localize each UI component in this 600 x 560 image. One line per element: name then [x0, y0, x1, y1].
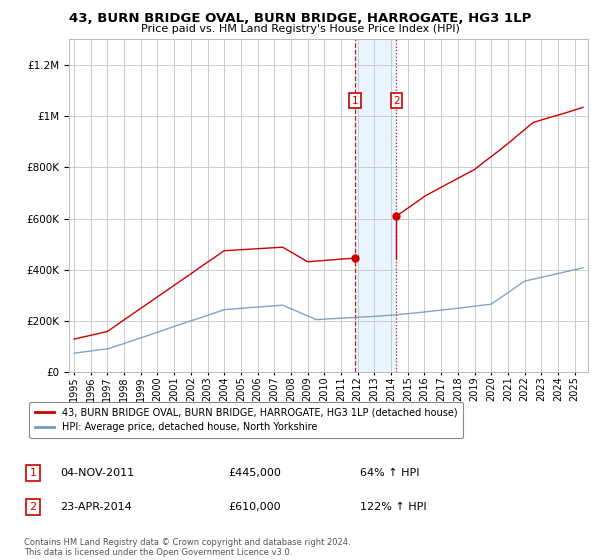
- Text: 2: 2: [393, 96, 400, 106]
- Text: Price paid vs. HM Land Registry's House Price Index (HPI): Price paid vs. HM Land Registry's House …: [140, 24, 460, 34]
- Text: 64% ↑ HPI: 64% ↑ HPI: [360, 468, 419, 478]
- Text: £445,000: £445,000: [228, 468, 281, 478]
- Text: £610,000: £610,000: [228, 502, 281, 512]
- Text: 1: 1: [29, 468, 37, 478]
- Text: 23-APR-2014: 23-APR-2014: [60, 502, 132, 512]
- Bar: [355, 39, 397, 372]
- Text: 04-NOV-2011: 04-NOV-2011: [60, 468, 134, 478]
- Legend: 43, BURN BRIDGE OVAL, BURN BRIDGE, HARROGATE, HG3 1LP (detached house), HPI: Ave: 43, BURN BRIDGE OVAL, BURN BRIDGE, HARRO…: [29, 402, 463, 438]
- Text: Contains HM Land Registry data © Crown copyright and database right 2024.
This d: Contains HM Land Registry data © Crown c…: [24, 538, 350, 557]
- Text: 2: 2: [29, 502, 37, 512]
- Text: 1: 1: [352, 96, 359, 106]
- Text: 122% ↑ HPI: 122% ↑ HPI: [360, 502, 427, 512]
- Text: 43, BURN BRIDGE OVAL, BURN BRIDGE, HARROGATE, HG3 1LP: 43, BURN BRIDGE OVAL, BURN BRIDGE, HARRO…: [69, 12, 531, 25]
